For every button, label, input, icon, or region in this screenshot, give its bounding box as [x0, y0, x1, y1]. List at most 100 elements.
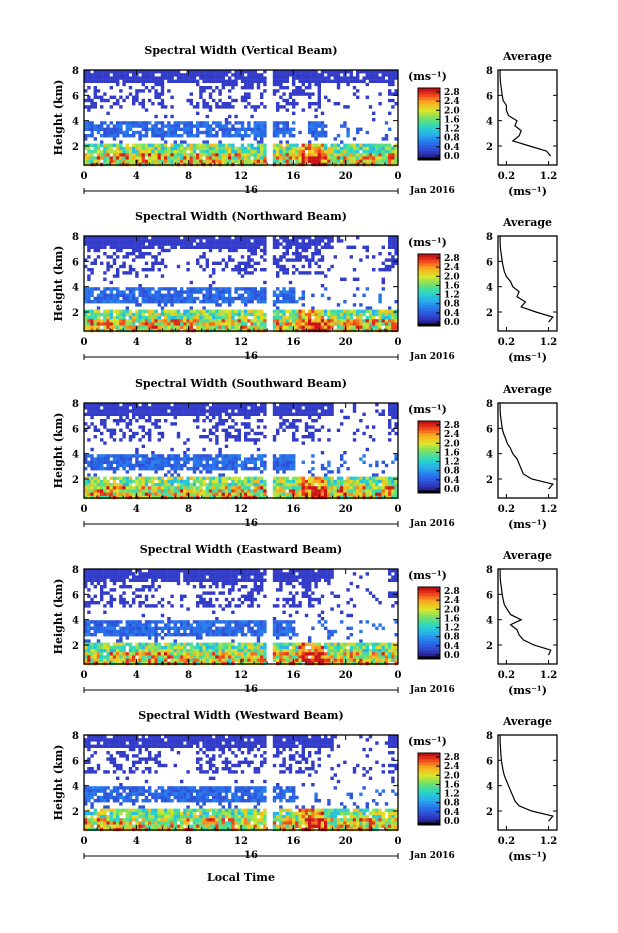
heatmap-cell: [142, 252, 145, 255]
heatmap-cell: [260, 134, 263, 137]
heatmap-cell: [158, 262, 161, 265]
heatmap-cell: [87, 480, 90, 483]
heatmap-cell: [164, 134, 167, 137]
heatmap-cell: [257, 147, 260, 150]
heatmap-cell: [302, 153, 305, 156]
heatmap-cell: [286, 310, 289, 313]
heatmap-cell: [391, 262, 394, 265]
heatmap-cell: [183, 489, 186, 492]
heatmap-cell: [305, 480, 308, 483]
heatmap-cell: [295, 477, 298, 480]
heatmap-cell: [100, 489, 103, 492]
heatmap-cell: [87, 493, 90, 496]
heatmap-cell: [314, 316, 317, 319]
heatmap-cell: [260, 255, 263, 258]
heatmap-cell: [238, 435, 241, 438]
heatmap-cell: [222, 467, 225, 470]
heatmap-cell: [186, 294, 189, 297]
heatmap-cell: [174, 413, 177, 416]
heatmap-cell: [286, 99, 289, 102]
heatmap-cell: [90, 150, 93, 153]
heatmap-cell: [116, 268, 119, 271]
heatmap-cell: [170, 409, 173, 412]
heatmap-cell: [388, 493, 391, 496]
heatmap-cell: [394, 246, 397, 249]
heatmap-cell: [193, 124, 196, 127]
heatmap-cell: [129, 294, 132, 297]
heatmap-cell: [250, 115, 253, 118]
heatmap-cell: [196, 112, 199, 115]
heatmap-cell: [234, 322, 237, 325]
heatmap-cell: [196, 316, 199, 319]
heatmap-cell: [218, 316, 221, 319]
heatmap-cell: [103, 454, 106, 457]
heatmap-cell: [170, 294, 173, 297]
heatmap-cell: [209, 80, 212, 83]
x-tick-label: 0: [395, 171, 402, 182]
heatmap-cell: [286, 86, 289, 89]
heatmap-cell: [94, 483, 97, 486]
heatmap-cell: [126, 322, 129, 325]
heatmap-cell: [292, 316, 295, 319]
heatmap-cell: [295, 406, 298, 409]
heatmap-cell: [286, 153, 289, 156]
heatmap-cell: [366, 480, 369, 483]
heatmap-cell: [110, 429, 113, 432]
heatmap-cell: [366, 486, 369, 489]
heatmap-cell: [247, 467, 250, 470]
heatmap-cell: [257, 448, 260, 451]
heatmap-cell: [340, 422, 343, 425]
colorbar-segment: [418, 430, 440, 433]
heatmap-cell: [97, 150, 100, 153]
heatmap-cell: [196, 464, 199, 467]
heatmap-cell: [148, 150, 151, 153]
heatmap-cell: [186, 128, 189, 131]
heatmap-cell: [314, 489, 317, 492]
heatmap-cell: [276, 294, 279, 297]
heatmap-cell: [170, 134, 173, 137]
heatmap-cell: [289, 422, 292, 425]
heatmap-cell: [228, 489, 231, 492]
heatmap-cell: [164, 153, 167, 156]
heatmap-cell: [382, 147, 385, 150]
heatmap-cell: [193, 493, 196, 496]
heatmap-cell: [279, 409, 282, 412]
heatmap-cell: [151, 493, 154, 496]
heatmap-cell: [142, 83, 145, 86]
heatmap-cell: [154, 406, 157, 409]
heatmap-cell: [158, 83, 161, 86]
heatmap-cell: [257, 153, 260, 156]
heatmap-cell: [273, 310, 276, 313]
heatmap-cell: [94, 467, 97, 470]
heatmap-cell: [225, 128, 228, 131]
heatmap-cell: [87, 409, 90, 412]
heatmap-cell: [234, 265, 237, 268]
heatmap-cell: [154, 457, 157, 460]
heatmap-cell: [263, 249, 266, 252]
heatmap-cell: [257, 425, 260, 428]
heatmap-cell: [215, 153, 218, 156]
heatmap-cell: [126, 128, 129, 131]
heatmap-cell: [215, 131, 218, 134]
colorbar-segment: [418, 290, 440, 293]
heatmap-cell: [388, 252, 391, 255]
heatmap-cell: [100, 239, 103, 242]
heatmap-cell: [138, 464, 141, 467]
heatmap-cell: [122, 435, 125, 438]
heatmap-cell: [260, 239, 263, 242]
heatmap-cell: [97, 486, 100, 489]
heatmap-cell: [154, 242, 157, 245]
heatmap-cell: [222, 268, 225, 271]
heatmap-cell: [154, 470, 157, 473]
heatmap-cell: [394, 413, 397, 416]
heatmap-cell: [279, 322, 282, 325]
heatmap-cell: [154, 319, 157, 322]
heatmap-cell: [260, 477, 263, 480]
heatmap-cell: [394, 416, 397, 419]
heatmap-cell: [158, 156, 161, 159]
heatmap-cell: [382, 477, 385, 480]
heatmap-cell: [247, 249, 250, 252]
heatmap-cell: [190, 76, 193, 79]
heatmap-cell: [305, 80, 308, 83]
heatmap-cell: [202, 406, 205, 409]
